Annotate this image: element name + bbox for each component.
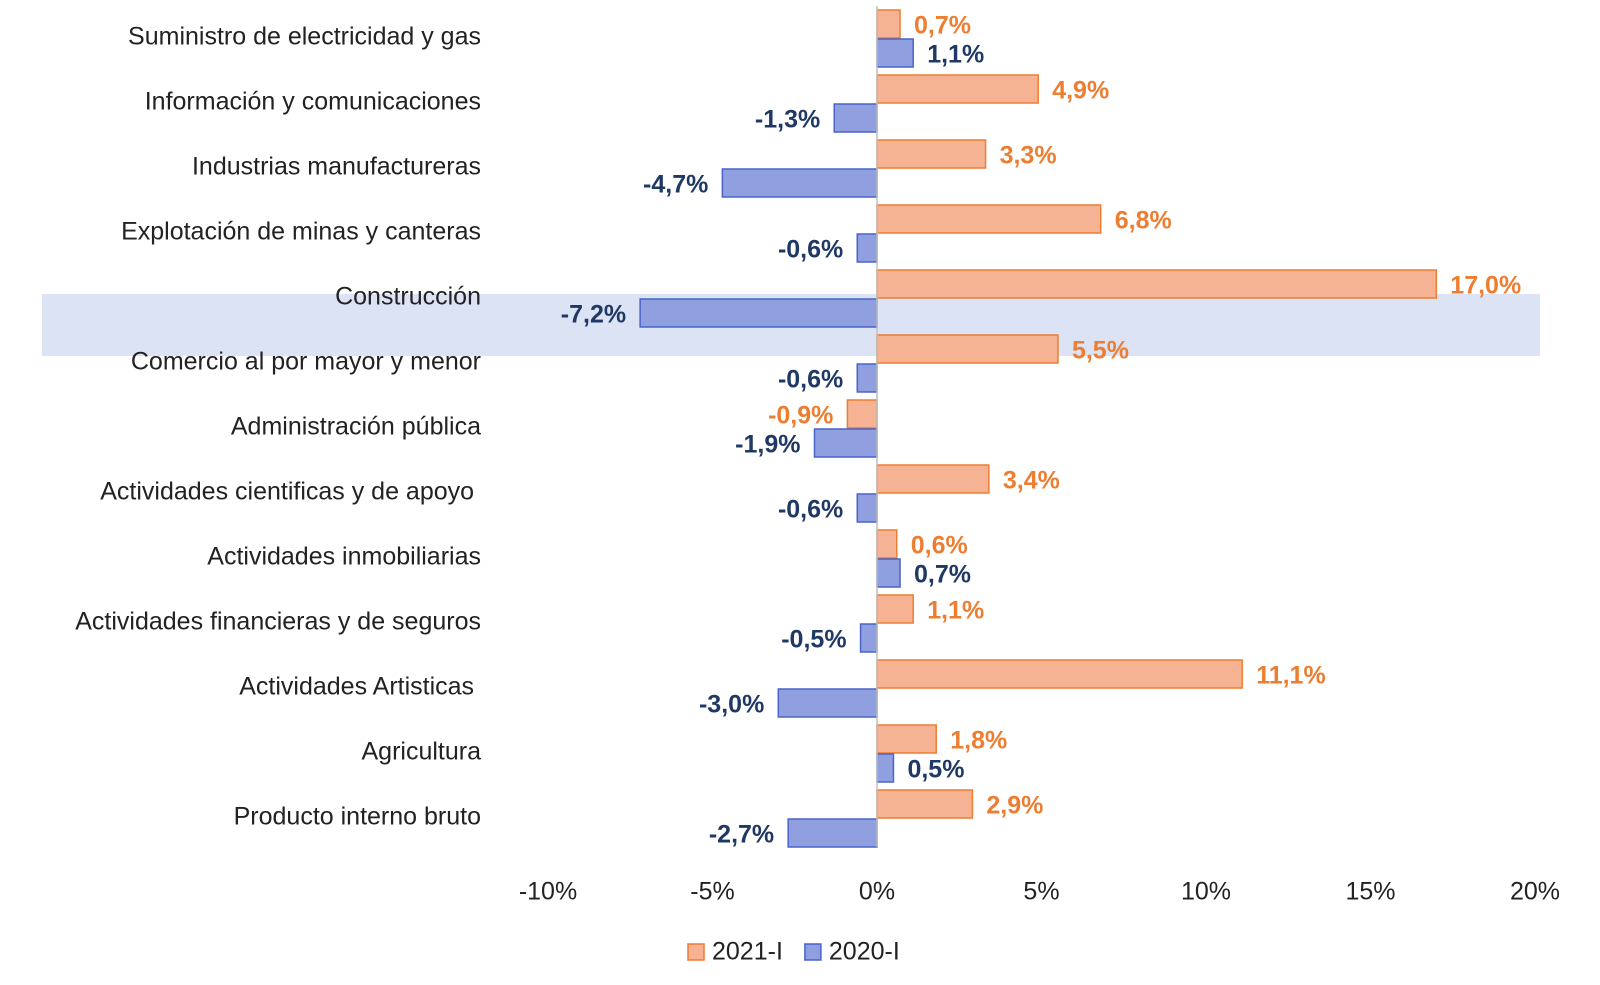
value-label: 6,8% <box>1115 207 1172 235</box>
bar <box>876 529 898 559</box>
bar <box>721 168 878 198</box>
legend-swatch <box>687 943 705 961</box>
value-label: 1,1% <box>927 597 984 625</box>
category-label: Producto interno bruto <box>234 803 481 831</box>
bar <box>777 688 878 718</box>
category-label: Actividades cientificas y de apoyo <box>100 478 481 506</box>
bar <box>856 363 878 393</box>
bar <box>876 789 974 819</box>
value-label: 17,0% <box>1450 272 1521 300</box>
x-tick-label: -10% <box>519 878 577 906</box>
bar <box>787 818 878 848</box>
bar <box>833 103 878 133</box>
value-label: 2,9% <box>986 792 1043 820</box>
bar <box>876 724 937 754</box>
value-label: -0,6% <box>778 366 843 394</box>
bar <box>876 204 1102 234</box>
value-label: 5,5% <box>1072 337 1129 365</box>
value-label: 4,9% <box>1052 77 1109 105</box>
value-label: 3,3% <box>1000 142 1057 170</box>
bar <box>876 139 987 169</box>
legend-label: 2021-I <box>712 938 783 966</box>
category-label: Comercio al por mayor y menor <box>131 348 481 376</box>
value-label: -7,2% <box>561 301 626 329</box>
x-tick-label: -5% <box>690 878 734 906</box>
x-tick-label: 15% <box>1345 878 1395 906</box>
value-label: 1,8% <box>950 727 1007 755</box>
category-label: Explotación de minas y canteras <box>121 218 481 246</box>
bar <box>813 428 878 458</box>
bar <box>876 558 901 588</box>
value-label: 11,1% <box>1256 662 1326 690</box>
bar <box>876 9 901 39</box>
value-label: -1,9% <box>735 431 800 459</box>
value-label: 0,7% <box>914 12 971 40</box>
bar <box>639 298 878 328</box>
value-label: 3,4% <box>1003 467 1060 495</box>
value-label: 0,5% <box>907 756 964 784</box>
category-label: Información y comunicaciones <box>145 88 481 116</box>
value-label: 0,6% <box>911 532 968 560</box>
value-label: -1,3% <box>755 106 820 134</box>
value-label: 0,7% <box>914 561 971 589</box>
legend-swatch <box>804 943 822 961</box>
category-label: Actividades financieras y de seguros <box>75 608 481 636</box>
bar <box>859 623 878 653</box>
value-label: -2,7% <box>709 821 774 849</box>
value-label: -0,9% <box>768 402 833 430</box>
x-tick-label: 0% <box>859 878 895 906</box>
bar <box>876 334 1059 364</box>
bar <box>876 269 1438 299</box>
category-label: Construcción <box>335 283 481 311</box>
category-label: Suministro de electricidad y gas <box>128 23 481 51</box>
bar <box>846 399 878 429</box>
category-label: Agricultura <box>362 738 482 766</box>
legend-label: 2020-I <box>829 938 900 966</box>
bar <box>876 38 914 68</box>
category-label: Actividades Artisticas <box>239 673 481 701</box>
bar <box>876 753 895 783</box>
bar <box>856 233 878 263</box>
x-tick-label: 5% <box>1023 878 1059 906</box>
value-label: 1,1% <box>927 41 984 69</box>
x-tick-label: 20% <box>1510 878 1560 906</box>
bar <box>876 464 990 494</box>
bar <box>876 594 914 624</box>
value-label: -0,6% <box>778 496 843 524</box>
category-label: Actividades inmobiliarias <box>207 543 481 571</box>
value-label: -0,6% <box>778 236 843 264</box>
x-tick-label: 10% <box>1181 878 1231 906</box>
bar <box>876 74 1039 104</box>
value-label: -4,7% <box>643 171 708 199</box>
bar <box>876 659 1243 689</box>
category-label: Industrias manufactureras <box>192 153 481 181</box>
value-label: -3,0% <box>699 691 764 719</box>
category-label: Administración pública <box>231 413 481 441</box>
bar <box>856 493 878 523</box>
value-label: -0,5% <box>781 626 846 654</box>
